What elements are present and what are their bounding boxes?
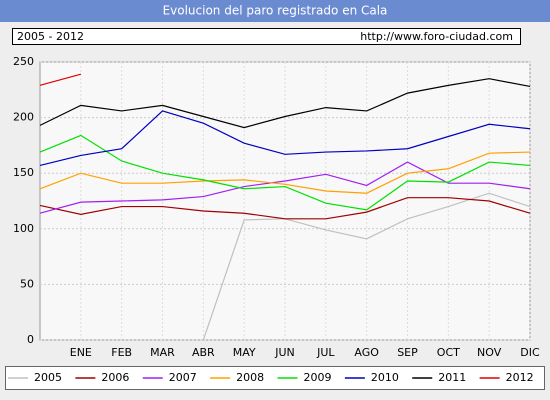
series-line [39, 161, 531, 214]
legend-label: 2011 [438, 371, 466, 384]
x-tick-label: MAR [150, 346, 175, 359]
x-tick-label: AGO [354, 346, 379, 359]
x-tick-label: OCT [437, 346, 460, 359]
x-tick-label: NOV [477, 346, 502, 359]
y-tick-label: 200 [13, 111, 34, 124]
y-tick-label: 50 [20, 277, 34, 290]
subtitle: 2005 - 2012 [17, 30, 84, 43]
x-tick-label: ABR [192, 346, 215, 359]
series-line [39, 134, 531, 211]
series-line [39, 197, 531, 220]
legend-label: 2012 [506, 371, 534, 384]
series-line [39, 151, 531, 194]
legend-label: 2009 [304, 371, 332, 384]
legend-label: 2010 [371, 371, 399, 384]
series-line [39, 78, 531, 129]
chart-title: Evolucion del paro registrado en Cala [163, 4, 388, 18]
x-tick-label: DIC [520, 346, 540, 359]
series-line [39, 110, 531, 166]
x-tick-label: MAY [233, 346, 256, 359]
title-bar [0, 0, 550, 22]
plot-area [39, 61, 531, 341]
x-tick-label: JUN [274, 346, 295, 359]
legend-label: 2005 [34, 371, 62, 384]
x-tick-label: FEB [111, 346, 132, 359]
series-line [202, 192, 531, 341]
x-tick-label: SEP [397, 346, 418, 359]
legend-label: 2008 [236, 371, 264, 384]
header-box [12, 28, 521, 45]
legend-label: 2007 [169, 371, 197, 384]
y-tick-label: 250 [13, 55, 34, 68]
x-tick-label: JUL [316, 346, 335, 359]
y-tick-label: 100 [13, 222, 34, 235]
x-tick-label: ENE [70, 346, 92, 359]
y-tick-label: 0 [27, 333, 34, 346]
source: http://www.foro-ciudad.com [360, 30, 513, 43]
legend-box [5, 366, 545, 390]
series-line [39, 73, 81, 86]
y-tick-label: 150 [13, 166, 34, 179]
legend-label: 2006 [101, 371, 129, 384]
